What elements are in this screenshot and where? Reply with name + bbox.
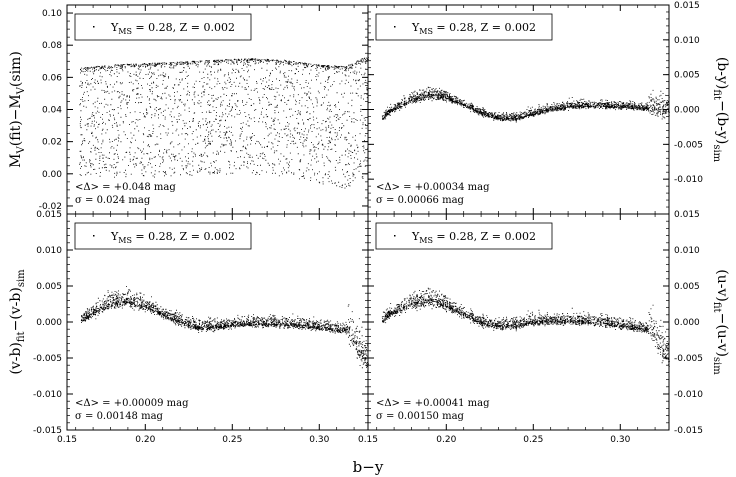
- mean-annotation: <Δ> = +0.00034 mag: [376, 182, 490, 193]
- x-tick-label: 0.15: [57, 435, 77, 445]
- scatter-cloud: [381, 86, 670, 123]
- y-tick-label: 0.005: [36, 282, 62, 292]
- y-tick-label: 0.10: [42, 9, 62, 19]
- legend: YMS = 0.28, Z = 0.002: [74, 222, 252, 250]
- legend-label: YMS = 0.28, Z = 0.002: [110, 21, 235, 36]
- y-tick-label: 0.06: [42, 73, 62, 83]
- legend: YMS = 0.28, Z = 0.002: [375, 222, 553, 250]
- legend-box: [74, 13, 252, 41]
- legend-marker: [394, 26, 396, 28]
- y-tick-label: -0.010: [674, 390, 703, 400]
- y-tick-label: -0.010: [674, 175, 703, 185]
- sigma-annotation: σ = 0.00066 mag: [376, 195, 465, 206]
- legend-box: [375, 222, 553, 250]
- mean-annotation: <Δ> = +0.00041 mag: [376, 398, 490, 409]
- sigma-annotation: σ = 0.024 mag: [75, 195, 151, 206]
- scatter-points-bottom-right: [381, 287, 670, 367]
- panel-top-left: -0.02 0.00 0.02 0.04 0.06 0.08 0.10 YMS = 0.28,…: [8, 4, 369, 215]
- y-axis-label: (v-b)fit−(v-b)sim: [8, 269, 27, 375]
- y-tick-label: -0.005: [33, 354, 62, 364]
- x-tick-label: 0.25: [222, 435, 242, 445]
- y-tick-label: 0.08: [42, 41, 62, 51]
- x-tick-label: 0.25: [523, 435, 543, 445]
- legend-marker: [394, 235, 396, 237]
- scatter-cloud: [80, 286, 369, 373]
- panel-top-right: -0.010 -0.005 0.000 0.005 0.010 0.015 YMS = 0.…: [367, 1, 730, 215]
- scatter-points-top-right: [381, 86, 670, 123]
- y-axis-label: MV(fit)−MV(sim): [8, 51, 27, 168]
- y-axis-label: (u-v)fit−(u-v)sim: [711, 269, 730, 375]
- scatter-cloud: [381, 287, 670, 367]
- y-tick-label: 0.000: [36, 318, 62, 328]
- legend: YMS = 0.28, Z = 0.002: [375, 13, 553, 41]
- y-tick-label: 0.02: [42, 138, 62, 148]
- y-tick-label: 0.010: [36, 246, 62, 256]
- x-tick-label: 0.20: [436, 435, 456, 445]
- y-tick-label: 0.000: [674, 318, 700, 328]
- y-tick-label: 0.005: [674, 71, 700, 81]
- y-axis-label: (b-y)fit−(b-y)sim: [711, 57, 730, 163]
- y-tick-label: 0.015: [674, 210, 700, 220]
- y-tick-label: 0.010: [674, 36, 700, 46]
- x-tick-label: 0.15: [358, 435, 378, 445]
- legend-box: [375, 13, 553, 41]
- y-tick-label: -0.015: [674, 426, 703, 436]
- legend-label: YMS = 0.28, Z = 0.002: [411, 21, 536, 36]
- x-axis-label: b−y: [353, 458, 384, 476]
- legend-label: YMS = 0.28, Z = 0.002: [110, 230, 235, 245]
- scatter-points-top-left: [79, 56, 369, 189]
- y-tick-label: 0.010: [674, 246, 700, 256]
- y-tick-label: 0.00: [42, 170, 62, 180]
- x-tick-label: 0.20: [135, 435, 155, 445]
- y-tick-label: 0.005: [674, 282, 700, 292]
- legend: YMS = 0.28, Z = 0.002: [74, 13, 252, 41]
- y-tick-label: 0.015: [36, 210, 62, 220]
- scatter-points-bottom-left: [80, 286, 369, 373]
- legend-marker: [93, 26, 95, 28]
- sigma-annotation: σ = 0.00148 mag: [75, 411, 164, 422]
- legend-marker: [93, 235, 95, 237]
- mean-annotation: <Δ> = +0.00009 mag: [75, 398, 189, 409]
- y-tick-label: 0.04: [42, 106, 62, 116]
- x-tick-label: 0.30: [309, 435, 329, 445]
- legend-box: [74, 222, 252, 250]
- scatter-cloud: [79, 56, 369, 189]
- legend-label: YMS = 0.28, Z = 0.002: [411, 230, 536, 245]
- y-tick-label: 0.015: [674, 1, 700, 11]
- panel-bottom-left: -0.015 -0.010 -0.005 0.000 0.005 0.010 0.015 0.…: [8, 210, 369, 445]
- y-tick-label: -0.02: [39, 202, 62, 212]
- panel-bottom-right: -0.015 -0.010 -0.005 0.000 0.005 0.010 0.015 0.…: [358, 210, 730, 445]
- y-tick-label: -0.010: [33, 390, 62, 400]
- mean-annotation: <Δ> = +0.048 mag: [75, 182, 176, 193]
- y-tick-label: -0.015: [33, 426, 62, 436]
- sigma-annotation: σ = 0.00150 mag: [376, 411, 465, 422]
- x-tick-label: 0.30: [610, 435, 630, 445]
- y-tick-label: -0.005: [674, 354, 703, 364]
- y-tick-label: 0.000: [674, 106, 700, 116]
- y-tick-label: -0.005: [674, 140, 703, 150]
